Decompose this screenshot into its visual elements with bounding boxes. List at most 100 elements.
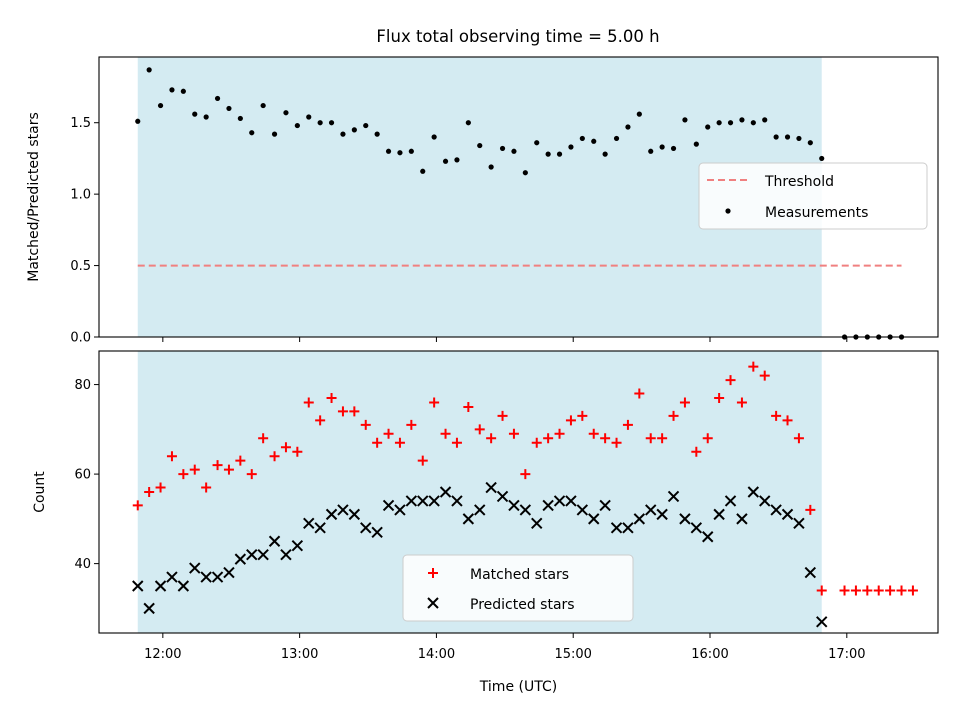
predicted-star-point xyxy=(234,553,247,565)
matched-star-point xyxy=(155,482,166,493)
predicted-star-point xyxy=(314,522,326,534)
matched-star-point xyxy=(394,437,405,448)
measurement-point xyxy=(534,140,540,146)
matched-star-point xyxy=(303,397,314,408)
measurement-point xyxy=(157,102,164,109)
measurement-point xyxy=(819,155,825,162)
y-tick-label: 0.5 xyxy=(70,259,91,274)
matched-star-point xyxy=(463,401,474,412)
measurement-point xyxy=(146,67,152,73)
measurement-point xyxy=(442,158,449,164)
measurement-point xyxy=(294,122,300,129)
legend-predicted-label: Predicted stars xyxy=(470,597,575,613)
y-tick-label: 40 xyxy=(74,557,91,572)
matched-star-point xyxy=(349,406,360,417)
predicted-star-point xyxy=(599,499,611,512)
measurement-point xyxy=(499,145,506,152)
measurement-point xyxy=(705,124,711,130)
measurement-point xyxy=(625,124,631,130)
x-tick-label: 14:00 xyxy=(418,647,455,662)
measurement-point xyxy=(522,170,528,176)
matched-star-point xyxy=(246,469,257,480)
predicted-star-point xyxy=(154,580,167,592)
y-tick-label: 60 xyxy=(74,468,91,483)
matched-star-point xyxy=(725,375,736,386)
matched-star-point xyxy=(497,410,508,421)
predicted-star-point xyxy=(576,504,589,516)
matched-star-point xyxy=(337,406,348,417)
matched-star-point xyxy=(372,437,383,448)
measurement-point xyxy=(488,164,494,170)
predicted-star-point xyxy=(804,566,817,579)
top-y-axis-label: Matched/Predicted stars xyxy=(26,112,42,282)
matched-star-point xyxy=(235,455,246,466)
measurement-point xyxy=(739,117,745,123)
top-legend: Threshold Measurements xyxy=(698,162,928,230)
matched-star-point xyxy=(440,428,451,439)
measurement-point xyxy=(693,141,699,147)
predicted-star-point xyxy=(588,513,600,525)
predicted-star-point xyxy=(781,508,794,521)
bottom-legend: Matched stars Predicted stars xyxy=(402,554,634,622)
x-tick-label: 12:00 xyxy=(144,647,181,662)
matched-star-point xyxy=(315,415,326,426)
top-legend-box xyxy=(698,162,928,230)
matched-star-point xyxy=(873,585,884,596)
matched-star-point xyxy=(280,442,291,453)
predicted-star-point xyxy=(223,566,235,579)
measurement-point xyxy=(340,131,346,137)
bottom-x-ticks: 12:00 13:00 14:00 15:00 16:00 17:00 xyxy=(144,633,866,662)
predicted-star-point xyxy=(439,486,452,498)
predicted-star-point xyxy=(816,616,828,628)
matched-star-point xyxy=(258,433,269,444)
matched-star-point xyxy=(223,464,234,475)
matched-star-point xyxy=(850,585,861,596)
legend-predicted-swatch xyxy=(427,597,439,609)
measurement-point xyxy=(465,120,471,126)
y-tick-label: 1.0 xyxy=(70,188,91,203)
x-tick-label: 17:00 xyxy=(828,647,865,662)
predicted-star-point xyxy=(417,495,429,507)
y-tick-label: 80 xyxy=(74,378,91,393)
matched-star-point xyxy=(759,370,770,381)
measurement-point xyxy=(237,115,243,122)
legend-matched-swatch xyxy=(428,568,438,578)
matched-star-point xyxy=(144,487,155,497)
matched-star-point xyxy=(269,451,280,462)
measurement-point xyxy=(796,135,802,142)
measurement-point xyxy=(374,131,380,137)
matched-star-point xyxy=(657,433,668,444)
x-tick-label: 16:00 xyxy=(691,647,728,662)
measurement-point xyxy=(135,118,141,124)
predicted-star-point xyxy=(337,504,349,516)
matched-star-point xyxy=(577,410,588,421)
matched-star-point xyxy=(668,410,679,421)
predicted-star-point xyxy=(451,495,463,507)
measurement-point xyxy=(283,110,289,116)
predicted-star-point xyxy=(531,517,543,530)
matched-star-point xyxy=(531,437,542,448)
matched-star-point xyxy=(622,419,633,430)
measurement-point xyxy=(180,88,186,94)
predicted-star-point xyxy=(770,504,782,516)
measurement-point xyxy=(750,120,756,126)
predicted-star-point xyxy=(371,526,383,538)
predicted-star-point xyxy=(736,513,748,525)
top-plot-marks xyxy=(135,67,905,340)
matched-star-point xyxy=(748,361,759,372)
predicted-star-point xyxy=(280,548,292,561)
measurement-point xyxy=(192,111,198,117)
measurement-point xyxy=(511,148,517,154)
predicted-star-point xyxy=(177,580,190,592)
predicted-star-point xyxy=(690,522,703,534)
matched-star-point xyxy=(793,433,804,444)
predicted-star-point xyxy=(166,571,178,583)
legend-threshold-label: Threshold xyxy=(764,174,834,190)
predicted-star-point xyxy=(565,495,577,507)
measurement-point xyxy=(591,138,597,144)
measurement-point xyxy=(659,144,665,150)
y-tick-label: 0.0 xyxy=(70,331,91,346)
measurement-point xyxy=(556,151,563,157)
matched-star-point xyxy=(714,393,725,403)
